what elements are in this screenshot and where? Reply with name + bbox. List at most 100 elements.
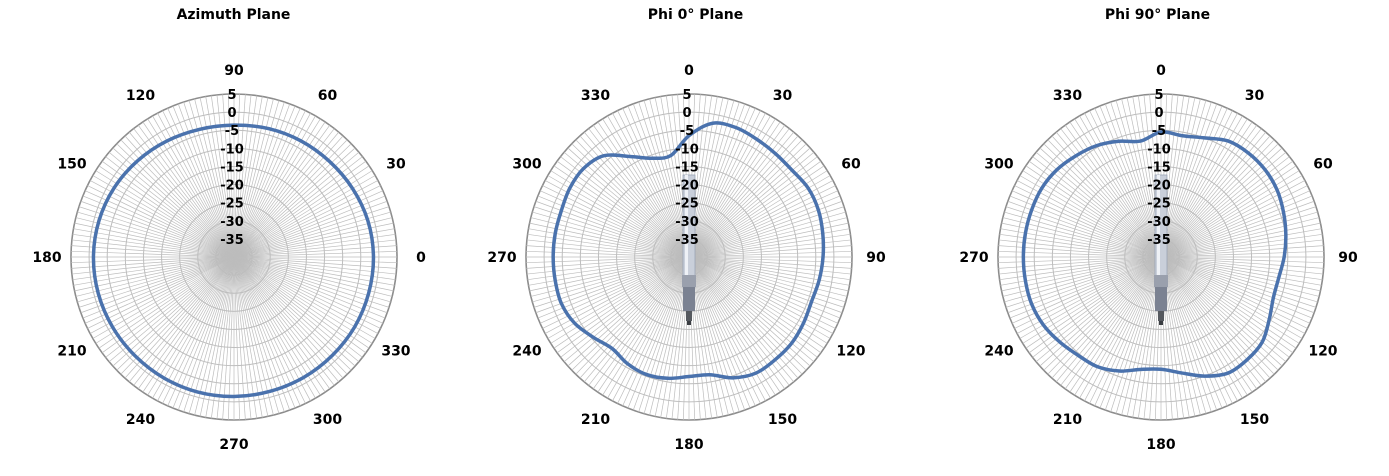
grid-spoke — [638, 256, 690, 413]
grid-spoke — [617, 256, 690, 404]
grid-spoke — [87, 185, 235, 258]
grid-spoke — [1055, 131, 1162, 258]
grid-spoke — [998, 250, 1162, 258]
grid-spoke — [233, 256, 252, 420]
ring-label: 5 — [682, 88, 691, 103]
grid-spoke — [233, 256, 311, 402]
polar-grid — [70, 93, 398, 421]
ring-label: 0 — [682, 106, 691, 121]
grid-spoke — [1064, 124, 1162, 258]
grid-spoke — [1002, 256, 1162, 297]
grid-spoke — [233, 105, 296, 258]
grid-spoke — [233, 256, 258, 419]
grid-spoke — [233, 217, 393, 258]
ring-label: -15 — [220, 160, 244, 175]
grid-spoke — [1160, 256, 1324, 275]
grid-spoke — [1043, 256, 1162, 371]
grid-spoke — [1160, 256, 1243, 399]
grid-spoke — [688, 256, 841, 319]
grid-spoke — [120, 256, 235, 375]
grid-spoke — [80, 256, 235, 314]
angle-label: 150 — [1240, 412, 1269, 428]
grid-spoke — [1047, 139, 1162, 258]
grid-spoke — [157, 112, 235, 258]
ring-label: 5 — [227, 88, 236, 103]
grid-spoke — [627, 105, 690, 258]
grid-spoke — [73, 228, 235, 258]
polar-plot: 5 0 -5 -10 -15 -20 -25 -30 -35 0 30 60 90 120 150 180 21… — [32, 63, 426, 453]
grid-spoke — [71, 239, 235, 258]
grid-spoke — [1160, 256, 1315, 314]
grid-spoke — [1004, 256, 1162, 303]
angle-label: 120 — [1308, 344, 1337, 360]
ring-label: -10 — [220, 142, 244, 157]
grid-spoke — [233, 256, 356, 367]
grid-spoke — [71, 256, 235, 269]
grid-spoke — [688, 256, 852, 269]
grid-spoke — [1160, 256, 1300, 344]
grid-spoke — [82, 195, 235, 258]
ring-label: -15 — [675, 160, 699, 175]
grid-spoke — [233, 256, 340, 383]
grid-spoke — [1099, 256, 1162, 409]
grid-spoke — [688, 256, 843, 314]
grid-spoke — [233, 256, 269, 417]
grid-spoke — [78, 256, 235, 308]
grid-spoke — [622, 256, 690, 407]
angle-label: 210 — [581, 412, 610, 428]
grid-spoke — [75, 256, 235, 297]
grid-spoke — [188, 256, 235, 414]
grid-spoke — [1060, 256, 1162, 386]
grid-spoke — [556, 160, 690, 258]
grid-spoke — [1160, 107, 1228, 258]
grid-spoke — [152, 115, 235, 258]
grid-spoke — [1055, 256, 1162, 383]
grid-spoke — [1069, 256, 1162, 393]
grid-spoke — [1160, 256, 1294, 354]
grid-spoke — [233, 94, 246, 258]
grid-spoke — [1047, 256, 1162, 375]
grid-spoke — [167, 107, 235, 258]
grid-spoke — [1035, 256, 1162, 363]
grid-spoke — [1016, 180, 1162, 258]
grid-spoke — [1000, 228, 1162, 258]
ring-label: 5 — [1154, 88, 1163, 103]
grid-spoke — [1160, 206, 1317, 258]
grid-spoke — [172, 256, 235, 409]
grid-spoke — [547, 256, 690, 339]
grid-spoke — [227, 94, 235, 258]
grid-spoke — [233, 256, 388, 314]
grid-spoke — [643, 256, 690, 414]
grid-spoke — [233, 256, 241, 420]
grid-spoke — [172, 105, 235, 258]
grid-spoke — [157, 256, 235, 402]
grid-spoke — [579, 256, 690, 379]
phi-0-plane-chart: Phi 0° Plane 5 0 -5 -10 -15 -20 -25 -30 -35 0 30 60… — [464, 0, 927, 476]
angle-label: 30 — [1245, 88, 1265, 104]
grid-spoke — [77, 256, 235, 303]
grid-spoke — [998, 256, 1162, 275]
grid-spoke — [567, 256, 690, 367]
grid-spoke — [583, 131, 690, 258]
grid-spoke — [89, 180, 235, 258]
grid-spoke — [205, 256, 235, 418]
grid-spoke — [1094, 256, 1162, 407]
grid-spoke — [592, 256, 690, 390]
grid-spoke — [1160, 256, 1271, 379]
grid-spoke — [72, 256, 235, 281]
angle-label: 60 — [1313, 157, 1333, 173]
grid-spoke — [233, 190, 384, 258]
grid-spoke — [688, 256, 746, 411]
grid-spoke — [1160, 256, 1317, 308]
angle-label: 150 — [57, 157, 86, 173]
ring-label: -20 — [220, 179, 244, 194]
grid-spoke — [1160, 256, 1238, 402]
grid-spoke — [71, 250, 235, 258]
grid-spoke — [1011, 190, 1162, 258]
grid-spoke — [571, 256, 690, 371]
grid-spoke — [233, 256, 397, 269]
grid-spoke — [688, 256, 822, 354]
grid-spoke — [233, 228, 395, 258]
ring-label: -35 — [675, 233, 699, 248]
grid-spoke — [194, 256, 235, 416]
